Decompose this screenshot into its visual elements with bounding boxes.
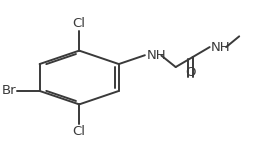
Text: Cl: Cl	[73, 17, 86, 30]
Text: Br: Br	[2, 84, 17, 97]
Text: NH: NH	[211, 41, 231, 54]
Text: NH: NH	[147, 49, 166, 62]
Text: Cl: Cl	[73, 125, 86, 138]
Text: O: O	[185, 66, 196, 79]
